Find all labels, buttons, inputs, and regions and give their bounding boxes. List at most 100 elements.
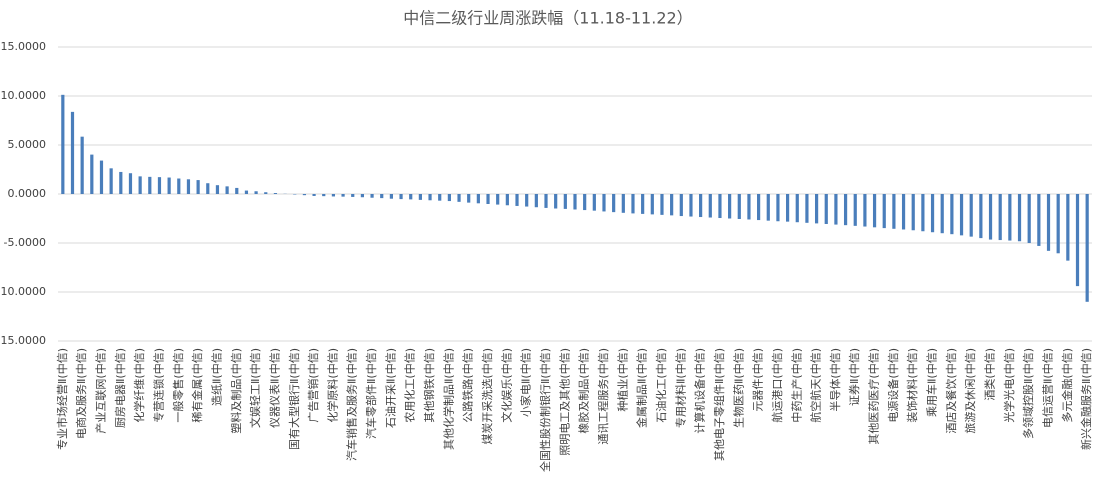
- bar: [1075, 194, 1080, 287]
- x-tick-label: 石油化工(中信): [654, 348, 668, 423]
- x-tick-label: 多领域控股Ⅱ(中信): [1021, 348, 1035, 439]
- bar: [370, 194, 374, 198]
- x-tick-label: 厨房电器Ⅱ(中信): [114, 348, 127, 428]
- x-tick-label: 航运港口(中信): [770, 348, 784, 423]
- bar: [1046, 194, 1051, 251]
- bar: [90, 154, 94, 194]
- bar: [496, 194, 500, 205]
- bar: [360, 194, 365, 198]
- bar: [708, 194, 712, 218]
- bar: [61, 94, 65, 194]
- x-tick-label: 中药生产(中信): [789, 348, 803, 423]
- bar: [534, 194, 538, 208]
- bar: [1037, 194, 1041, 246]
- bar: [979, 194, 983, 239]
- bar: [699, 194, 703, 218]
- x-tick-label: 其他医药医疗(中信): [867, 348, 881, 445]
- bar: [834, 194, 838, 225]
- bar: [602, 194, 606, 212]
- y-tick-label: 0.0000: [8, 187, 47, 200]
- x-tick-label: 煤炭开采洗选(中信): [481, 348, 494, 445]
- x-tick-label: 国有大型银行Ⅱ(中信): [287, 348, 301, 450]
- x-tick-label: 稀有金属(中信): [190, 348, 204, 423]
- x-tick-label: 文娱轻工Ⅱ(中信): [248, 348, 262, 428]
- bar: [273, 193, 278, 194]
- x-tick-label: 乘用车Ⅱ(中信): [925, 348, 939, 417]
- x-tick-label: 装饰材料(中信): [905, 348, 919, 423]
- x-tick-label: 专业市场经营Ⅱ(中信): [55, 348, 69, 450]
- bar: [467, 194, 471, 203]
- bar: [177, 178, 181, 194]
- bar: [814, 194, 819, 224]
- bar: [418, 194, 422, 200]
- bar: [631, 194, 635, 214]
- bar: [486, 194, 490, 204]
- bar: [872, 194, 877, 228]
- bar: [583, 194, 587, 211]
- bar: [244, 190, 249, 194]
- bar: [805, 194, 809, 223]
- bar: [901, 194, 906, 230]
- x-tick-label: 广告营销(中信): [306, 348, 320, 423]
- x-tick-label: 计算机设备(中信): [693, 348, 707, 434]
- y-tick-label: -10.0000: [0, 285, 46, 298]
- bar: [843, 194, 848, 226]
- bar: [525, 194, 529, 207]
- bar: [99, 160, 104, 194]
- bar: [264, 192, 268, 194]
- x-tick-label: 其他电子零组件Ⅱ(中信): [712, 348, 726, 461]
- bar: [544, 194, 548, 208]
- bar: [1017, 194, 1022, 242]
- bar: [80, 136, 84, 194]
- bar: [505, 194, 509, 206]
- bar: [757, 194, 761, 221]
- bar: [476, 194, 480, 204]
- bar: [331, 194, 336, 197]
- bar: [399, 194, 403, 200]
- bar: [1008, 194, 1012, 241]
- bar: [573, 194, 577, 210]
- bar: [892, 194, 896, 229]
- x-tick-label: 元器件(中信): [752, 348, 765, 412]
- x-tick-label: 化学原料(中信): [325, 348, 339, 423]
- bar: [747, 194, 751, 220]
- x-tick-label: 多元金融(中信): [1060, 348, 1074, 423]
- bar: [737, 194, 741, 219]
- x-tick-label: 照明电工及其他(中信): [558, 348, 571, 456]
- x-tick-label: 种植业(中信): [615, 348, 629, 412]
- bar: [302, 194, 307, 196]
- bar: [167, 177, 171, 194]
- x-tick-label: 造纸Ⅱ(中信): [209, 348, 223, 406]
- x-tick-label: 酒店及餐饮(中信): [944, 348, 958, 434]
- bar: [128, 173, 133, 194]
- bar: [718, 194, 722, 219]
- bar: [457, 194, 461, 202]
- bar: [670, 194, 674, 216]
- x-tick-label: 其他化学制品Ⅱ(中信): [441, 348, 455, 450]
- bar: [650, 194, 654, 215]
- bar: [109, 168, 113, 194]
- y-tick-label: 10.0000: [1, 89, 47, 102]
- x-tick-label: 小家电Ⅱ(中信): [519, 348, 533, 417]
- bar: [592, 194, 596, 211]
- x-tick-label: 通讯工程服务(中信): [597, 348, 610, 445]
- bar: [428, 194, 432, 201]
- bar: [138, 176, 142, 194]
- x-tick-label: 全国性股份制银行Ⅱ(中信): [538, 348, 552, 472]
- bar: [206, 183, 210, 194]
- bar: [351, 194, 355, 197]
- x-tick-label: 文化娱乐(中信): [499, 348, 513, 423]
- x-tick-label: 产业互联网(中信): [93, 348, 107, 434]
- bar: [70, 111, 75, 194]
- x-tick-label: 光学光电(中信): [1002, 348, 1016, 423]
- x-tick-label: 电商及服务Ⅱ(中信): [74, 348, 88, 439]
- bar: [1066, 194, 1070, 261]
- bar: [776, 194, 780, 222]
- bar: [148, 176, 152, 194]
- x-tick-label: 电源设备(中信): [886, 348, 900, 423]
- x-tick-label: 其他钢铁(中信): [423, 348, 436, 423]
- bar: [921, 194, 925, 232]
- y-tick-label: -15.0000: [0, 334, 46, 347]
- bar: [660, 194, 664, 215]
- x-tick-label: 汽车销售及服务Ⅱ(中信): [345, 348, 359, 461]
